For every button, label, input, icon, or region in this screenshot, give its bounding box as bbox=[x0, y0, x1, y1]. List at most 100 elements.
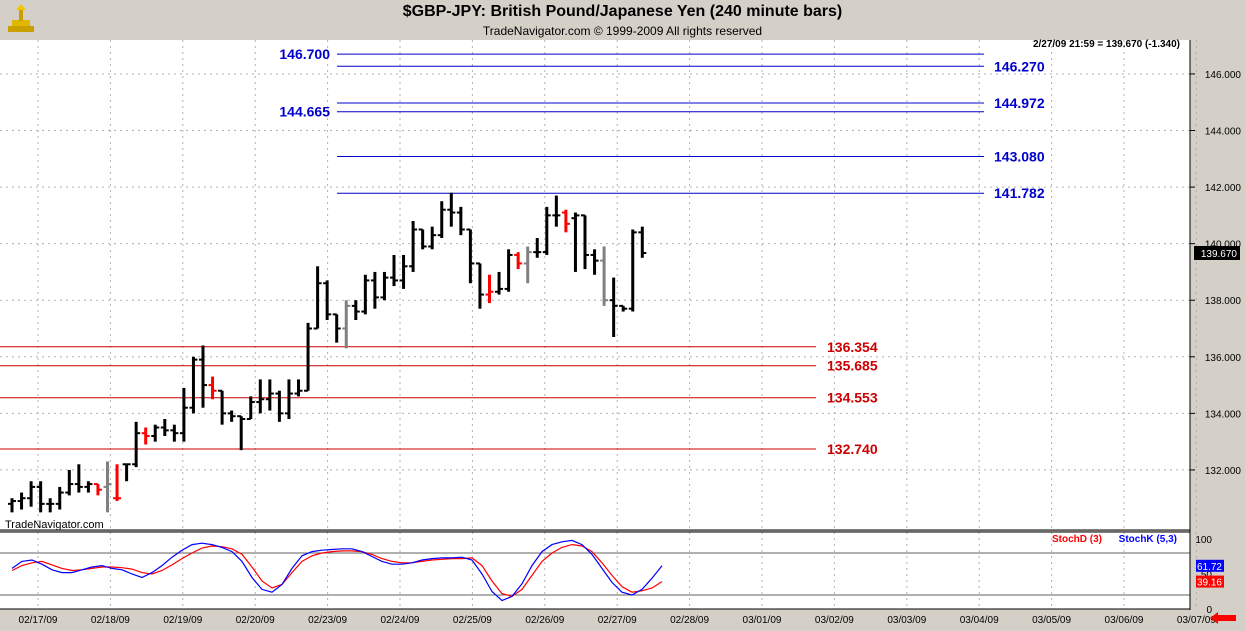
ohlc-bar bbox=[93, 483, 102, 496]
ohlc-bar bbox=[485, 274, 494, 304]
x-tick-label: 02/19/09 bbox=[163, 615, 202, 626]
ohlc-bar bbox=[65, 469, 74, 496]
y-tick-label: 140.000 bbox=[1205, 240, 1242, 251]
x-tick-label: 02/17/09 bbox=[19, 615, 58, 626]
ohlc-bar bbox=[199, 345, 207, 408]
ohlc-bar bbox=[456, 206, 465, 236]
ohlc-bar bbox=[27, 481, 36, 507]
ohlc-bar bbox=[313, 266, 322, 330]
ohlc-bar bbox=[113, 464, 122, 502]
x-tick-label: 03/04/09 bbox=[960, 615, 999, 626]
x-tick-label: 02/28/09 bbox=[670, 615, 709, 626]
stochk-value-label: 61.72 bbox=[1197, 562, 1222, 573]
ohlc-bar bbox=[638, 226, 647, 258]
x-tick-label: 03/06/09 bbox=[1105, 615, 1144, 626]
x-tick-label: 03/05/09 bbox=[1032, 615, 1071, 626]
ohlc-bar bbox=[227, 410, 236, 422]
ohlc-bar bbox=[304, 322, 313, 392]
stochd-value-label: 39.16 bbox=[1197, 578, 1222, 589]
stochk-line bbox=[11, 539, 663, 602]
ohlc-bar bbox=[179, 387, 188, 442]
resistance-label: 141.782 bbox=[994, 185, 1045, 201]
x-tick-label: 02/18/09 bbox=[91, 615, 130, 626]
axes: 02/17/09 02/18/09 02/19/09 02/20/09 02/23/09… bbox=[0, 40, 1241, 626]
ohlc-bar bbox=[581, 214, 589, 270]
ohlc-bar bbox=[17, 492, 26, 510]
ohlc-bar bbox=[542, 206, 551, 255]
price-panel bbox=[0, 40, 1190, 530]
resistance-label: 143.080 bbox=[994, 149, 1045, 165]
ohlc-bar bbox=[351, 300, 360, 321]
ohlc-bar bbox=[370, 271, 379, 309]
ohlc-bar bbox=[141, 427, 150, 445]
ohlc-bar bbox=[55, 486, 64, 510]
support-label: 136.354 bbox=[827, 339, 878, 355]
ohlc-bar bbox=[208, 376, 217, 400]
grid bbox=[0, 40, 1197, 609]
x-tick-label: 03/07/09 bbox=[1177, 615, 1216, 626]
ohlc-bar bbox=[475, 262, 484, 309]
ohlc-bar bbox=[170, 424, 179, 442]
ohlc-bar bbox=[428, 226, 437, 250]
resistance-label: 144.665 bbox=[279, 104, 330, 120]
ohlc-bar bbox=[84, 481, 93, 493]
ohlc-bar bbox=[418, 228, 427, 250]
ohlc-bar bbox=[447, 192, 456, 227]
support-label: 132.740 bbox=[827, 441, 878, 457]
last-price-box bbox=[1194, 245, 1240, 260]
chart-subtitle: TradeNavigator.com © 1999-2009 All right… bbox=[482, 24, 763, 38]
ohlc-bar bbox=[600, 246, 609, 306]
ohlc-bar bbox=[523, 246, 532, 284]
ohlc-bar bbox=[590, 249, 599, 275]
ohlc-bar bbox=[46, 498, 55, 513]
stoch-y-tick-label: 50 bbox=[1201, 570, 1213, 581]
ohlc-bar bbox=[390, 254, 398, 287]
ohlc-bar bbox=[284, 379, 293, 420]
ohlc-bar bbox=[160, 419, 169, 436]
y-tick-label: 138.000 bbox=[1205, 296, 1242, 307]
ohlc-bar bbox=[8, 498, 16, 513]
last-price-label: 139.670 bbox=[1201, 249, 1238, 260]
ohlc-bar bbox=[514, 252, 523, 270]
ohlc-bar bbox=[561, 209, 570, 233]
x-tick-label: 02/25/09 bbox=[453, 615, 492, 626]
ohlc-bar bbox=[533, 237, 542, 258]
ohlc-bar bbox=[218, 389, 227, 425]
y-tick-label: 134.000 bbox=[1205, 409, 1242, 420]
x-tick-label: 03/02/09 bbox=[815, 615, 854, 626]
chart-title: $GBP-JPY: British Pound/Japanese Yen (24… bbox=[402, 3, 843, 20]
y-tick-label: 144.000 bbox=[1205, 127, 1242, 138]
tradenavigator-logo-icon bbox=[8, 4, 34, 32]
x-tick-label: 03/01/09 bbox=[743, 615, 782, 626]
ohlc-bar bbox=[294, 379, 303, 397]
ohlc-bar bbox=[609, 277, 618, 337]
support-label: 135.685 bbox=[827, 358, 878, 374]
stochd-legend: StochD (3) bbox=[1052, 534, 1102, 545]
ohlc-bar bbox=[237, 415, 246, 451]
ohlc-bar bbox=[265, 379, 274, 411]
ohlc-bar bbox=[409, 221, 418, 272]
resistance-label: 146.700 bbox=[279, 46, 330, 62]
quote-readout: 2/27/09 21:59 = 139.670 (-1.340) bbox=[1033, 39, 1180, 50]
ohlc-bar bbox=[504, 249, 513, 292]
scroll-arrow-icon[interactable] bbox=[1210, 612, 1236, 624]
support-label: 134.553 bbox=[827, 390, 878, 406]
ohlc-bar bbox=[256, 379, 265, 414]
ohlc-bar bbox=[151, 424, 160, 442]
ohlc-bar bbox=[399, 254, 408, 289]
ohlc-bar bbox=[571, 212, 580, 272]
x-tick-label: 02/27/09 bbox=[598, 615, 637, 626]
x-tick-label: 03/03/09 bbox=[887, 615, 926, 626]
stochd-value-box bbox=[1196, 575, 1224, 588]
resistance-label: 146.270 bbox=[994, 58, 1045, 74]
stochk-value-box bbox=[1196, 559, 1224, 572]
y-tick-label: 142.000 bbox=[1205, 183, 1242, 194]
ohlc-bar bbox=[36, 481, 45, 513]
ohlc-bar bbox=[323, 280, 332, 321]
price-axis-panel bbox=[1190, 40, 1245, 610]
ohlc-bar bbox=[437, 201, 446, 238]
x-tick-label: 02/24/09 bbox=[381, 615, 420, 626]
ohlc-bar bbox=[103, 461, 112, 513]
